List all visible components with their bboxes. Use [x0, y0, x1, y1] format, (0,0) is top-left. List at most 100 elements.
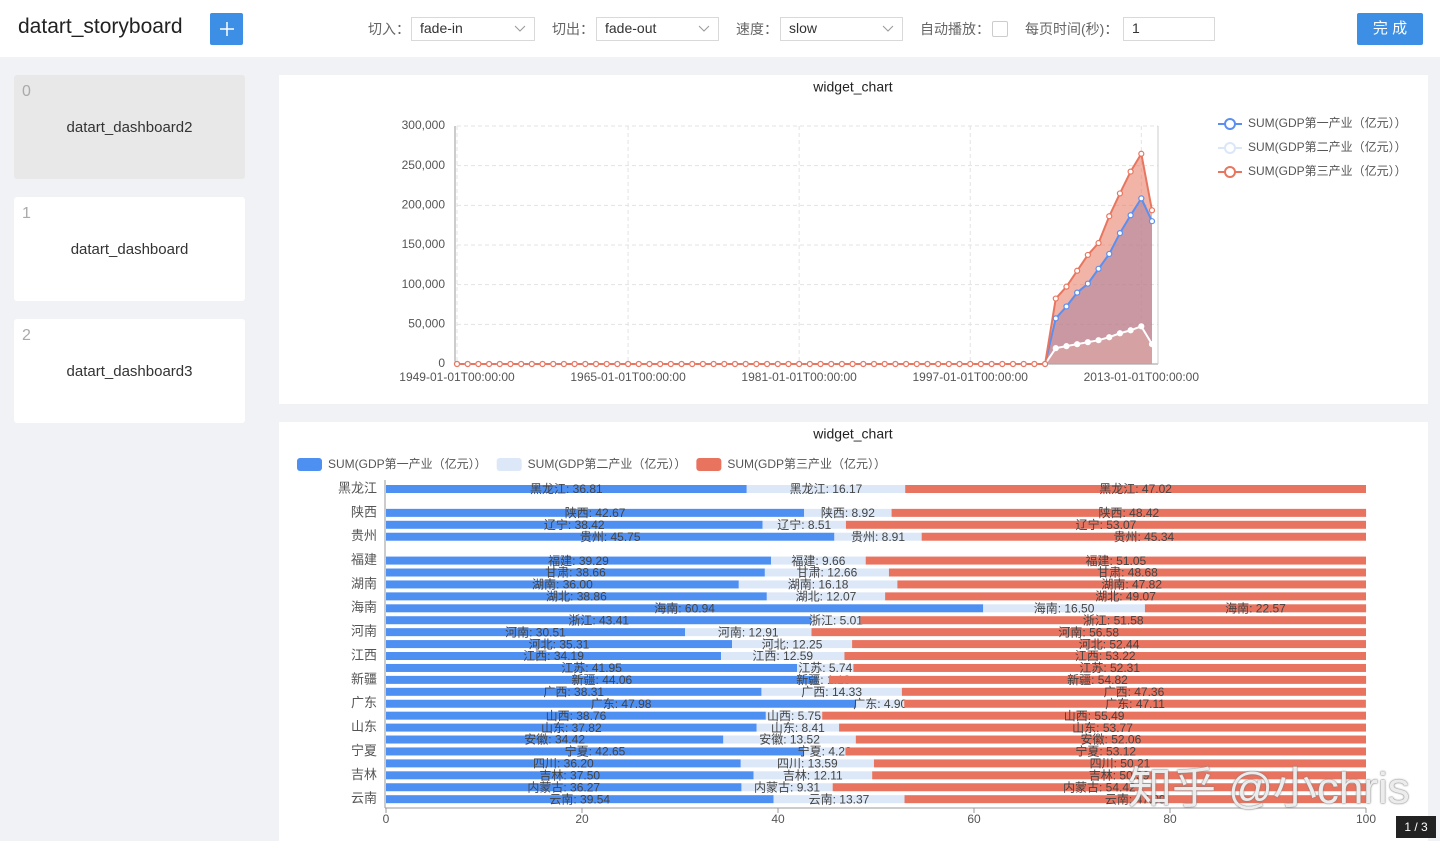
point — [763, 360, 771, 368]
data-label: 新疆: 44.06 — [572, 672, 633, 687]
bar-segment — [844, 652, 1366, 661]
bar-segment — [386, 532, 835, 541]
data-label: 吉林: 50.39 — [1089, 768, 1150, 782]
x-tick-label: 1981-01-01T00:00:00 — [741, 370, 857, 384]
bar-segment — [386, 485, 747, 493]
point — [1020, 360, 1027, 368]
story-card[interactable]: 1 datart_dashboard — [14, 197, 245, 301]
point — [828, 360, 835, 368]
data-label: 湖北: 12.07 — [796, 589, 857, 604]
bar-segment — [845, 520, 1366, 529]
point — [1084, 251, 1091, 259]
select[interactable]: fade-in — [411, 17, 535, 41]
legend-swatch — [496, 458, 522, 471]
data-label: 山西: 38.76 — [546, 709, 607, 723]
point — [806, 360, 813, 368]
point — [1074, 341, 1081, 348]
point — [1074, 289, 1081, 296]
checkbox[interactable] — [992, 21, 1008, 37]
data-label: 江苏: 5.74 — [798, 661, 852, 675]
bar-segment — [891, 508, 1367, 517]
data-label: 广东: 47.11 — [1105, 697, 1165, 711]
y-tick-label: 50,000 — [408, 317, 445, 331]
legend-marker — [1224, 118, 1236, 130]
card-index: 1 — [22, 205, 31, 222]
point — [1116, 190, 1124, 197]
point — [1127, 168, 1134, 175]
label: 速度： — [736, 21, 778, 37]
line — [457, 150, 1153, 365]
data-label: 甘肃: 12.66 — [797, 566, 858, 580]
data-label: 江西: 53.22 — [1075, 649, 1136, 663]
point — [528, 360, 535, 368]
point — [1084, 280, 1091, 287]
select[interactable]: fade-out — [596, 17, 719, 41]
bar-segment — [721, 652, 845, 661]
bar-segment — [834, 532, 922, 541]
point — [956, 360, 963, 368]
story-card[interactable]: 2 datart_dashboard3 — [14, 319, 245, 423]
bar-segment — [386, 568, 765, 577]
y-tick-label: 贵州 — [351, 528, 377, 543]
point — [689, 360, 696, 368]
y-tick-label: 300,000 — [402, 118, 446, 132]
point — [1052, 315, 1059, 322]
point — [1106, 250, 1113, 258]
data-label: 四川: 36.20 — [533, 757, 594, 771]
point — [1116, 330, 1124, 337]
point — [646, 360, 653, 368]
y-tick-label: 江西 — [351, 647, 377, 662]
data-label: 贵州: 8.91 — [851, 530, 905, 544]
point — [1095, 265, 1102, 272]
point — [1009, 360, 1017, 368]
card-name: datart_dashboard2 — [66, 119, 193, 136]
point — [1148, 207, 1156, 214]
label: 切出： — [552, 21, 594, 37]
data-label: 福建: 51.05 — [1086, 553, 1147, 568]
x-tick-label: 1965-01-01T00:00:00 — [570, 370, 686, 384]
point — [518, 360, 525, 368]
bar-segment — [732, 640, 853, 649]
bar-segment — [386, 663, 798, 672]
data-label: 河北: 35.31 — [529, 637, 590, 651]
data-label: 江苏: 41.95 — [561, 661, 622, 675]
data-label: 福建: 39.29 — [548, 553, 609, 568]
point — [475, 360, 482, 368]
x-tick-label: 60 — [967, 812, 981, 826]
point — [988, 360, 995, 368]
data-label: 山西: 55.49 — [1064, 709, 1125, 723]
data-label: 广西: 47.36 — [1104, 685, 1165, 699]
bar-segment — [765, 711, 823, 720]
story-card[interactable]: 0 datart_dashboard2 — [14, 75, 245, 179]
y-tick-label: 福建 — [351, 552, 377, 567]
select[interactable]: slow — [780, 17, 903, 41]
data-label: 福建: 9.66 — [791, 553, 845, 568]
bar-segment — [746, 485, 906, 493]
point — [785, 360, 792, 368]
point — [1063, 283, 1070, 290]
point — [1127, 212, 1134, 219]
label: 每页时间(秒)： — [1025, 21, 1119, 37]
y-tick-label: 250,000 — [402, 158, 446, 172]
area — [457, 153, 1152, 364]
bar-segment — [855, 735, 1366, 744]
bar-segment — [921, 532, 1366, 541]
bar-segment — [839, 723, 1366, 732]
data-label: 辽宁: 8.51 — [777, 517, 831, 532]
done-button[interactable]: 完 成 — [1357, 13, 1423, 45]
data-label: 广东: 4.90 — [853, 697, 907, 711]
bar-segment — [386, 580, 739, 589]
add-button[interactable] — [210, 13, 243, 45]
data-label: 广东: 47.98 — [591, 697, 652, 711]
data-label: 辽宁: 53.07 — [1076, 517, 1137, 532]
input[interactable]: 1 — [1123, 17, 1215, 41]
bar-segment — [904, 795, 1366, 804]
legend-swatch — [696, 458, 722, 471]
point — [924, 360, 931, 368]
bar-segment — [1144, 604, 1367, 613]
select-value: fade-in — [420, 20, 463, 36]
point — [1041, 360, 1049, 368]
point — [614, 360, 621, 368]
card-index: 0 — [22, 83, 31, 100]
